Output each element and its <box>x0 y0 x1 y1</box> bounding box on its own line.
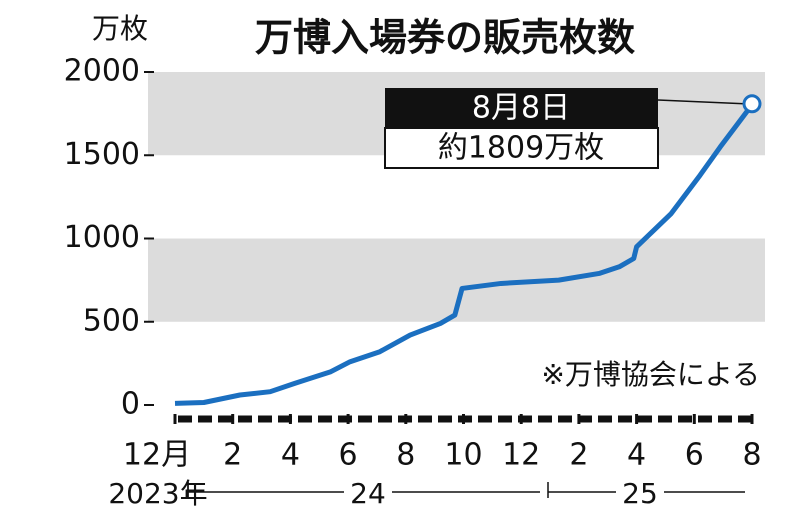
x-tick-label: 8 <box>742 438 761 473</box>
x-tick-label: 10 <box>444 438 482 473</box>
year-label: 2023年 <box>108 477 207 510</box>
x-tick-label: 12月 <box>123 438 191 473</box>
y-unit: 万枚 <box>92 12 148 45</box>
annotation-text: 約1809万枚 <box>438 131 604 166</box>
annotation-date: 8月8日 <box>472 91 570 126</box>
x-tick-label: 8 <box>396 438 415 473</box>
x-tick-label: 6 <box>685 438 704 473</box>
annotation-box <box>385 88 658 128</box>
annotation-box <box>384 127 659 169</box>
x-tick-label: 2 <box>223 438 242 473</box>
y-tick-label: 500 <box>83 303 140 338</box>
x-tick-label: 12 <box>502 438 540 473</box>
x-tick-label: 6 <box>339 438 358 473</box>
x-tick-label: 4 <box>627 438 646 473</box>
end-marker <box>742 94 762 114</box>
callout-line <box>657 99 745 105</box>
line <box>174 102 755 406</box>
x-tick-label: 4 <box>281 438 300 473</box>
year-label: 24 <box>350 477 386 510</box>
chart-title: 万博入場券の販売枚数 <box>255 16 635 60</box>
y-tick-label: 1000 <box>64 220 140 255</box>
y-tick-label: 0 <box>121 387 140 422</box>
year-label: 25 <box>622 477 658 510</box>
x-tick-label: 2 <box>569 438 588 473</box>
y-tick-label: 2000 <box>64 54 140 89</box>
y-tick-label: 1500 <box>64 137 140 172</box>
note: ※万博協会による <box>541 358 760 391</box>
